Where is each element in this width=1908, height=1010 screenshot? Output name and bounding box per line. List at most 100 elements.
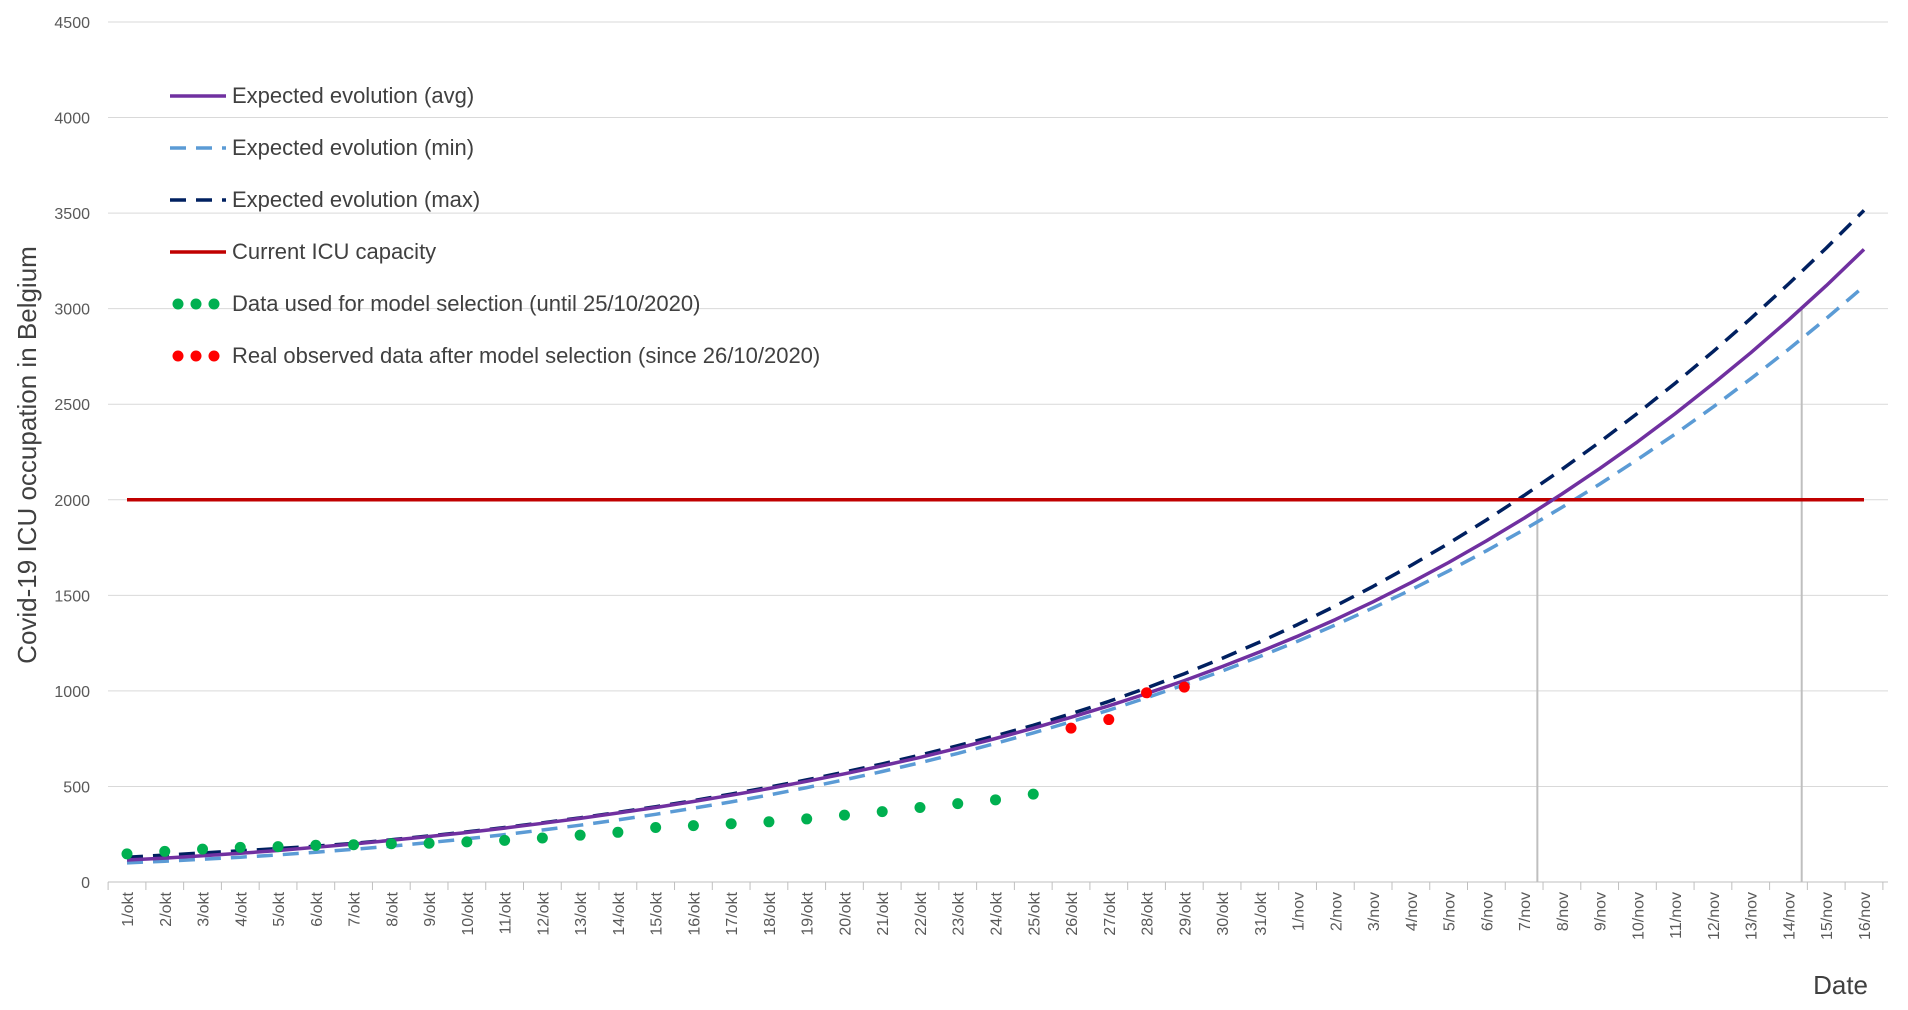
legend-swatch xyxy=(208,350,220,362)
data-point xyxy=(687,820,699,832)
y-tick-label: 2000 xyxy=(54,493,90,510)
x-tick-label: 7/nov xyxy=(1517,892,1534,931)
x-tick-label: 14/nov xyxy=(1781,892,1798,940)
x-tick-label: 14/okt xyxy=(611,891,628,935)
legend-label: Data used for model selection (until 25/… xyxy=(232,291,700,316)
data-point xyxy=(1065,722,1077,734)
data-point xyxy=(612,826,624,838)
legend-swatch xyxy=(208,298,220,310)
data-point xyxy=(1178,681,1190,693)
data-point xyxy=(197,843,209,855)
data-point xyxy=(272,841,284,853)
legend: Expected evolution (avg) Expected evoluti… xyxy=(170,83,820,368)
legend-swatch xyxy=(190,298,202,310)
data-point xyxy=(348,839,360,851)
x-tick-label: 2/nov xyxy=(1328,892,1345,931)
y-tick-label: 1000 xyxy=(54,684,90,701)
series-line xyxy=(126,248,1866,862)
x-tick-label: 30/okt xyxy=(1215,891,1232,935)
x-tick-label: 16/okt xyxy=(686,891,703,935)
data-point xyxy=(876,806,888,818)
x-tick-label: 23/okt xyxy=(951,891,968,935)
x-tick-label: 11/nov xyxy=(1668,892,1685,939)
x-tick-label: 27/okt xyxy=(1102,891,1119,935)
data-point xyxy=(574,829,586,841)
y-tick-label: 4500 xyxy=(54,15,90,32)
x-tick-label: 19/okt xyxy=(800,891,817,935)
x-tick-label: 16/nov xyxy=(1857,892,1874,940)
data-point xyxy=(838,809,850,821)
data-point xyxy=(159,845,171,857)
x-tick-label: 2/okt xyxy=(158,891,175,926)
data-point xyxy=(650,822,662,834)
data-point xyxy=(121,848,133,860)
x-tick-label: 18/okt xyxy=(762,891,779,935)
data-point xyxy=(1141,687,1153,699)
legend-swatch xyxy=(190,350,202,362)
x-tick-label: 20/okt xyxy=(837,891,854,935)
legend-label: Expected evolution (avg) xyxy=(232,83,474,108)
series-group xyxy=(121,209,1866,865)
x-tick-label: 5/okt xyxy=(271,891,288,926)
x-tick-label: 25/okt xyxy=(1026,891,1043,935)
x-tick-label: 24/okt xyxy=(989,891,1006,935)
data-point xyxy=(423,837,435,849)
y-tick-labels: 0 500 1000 1500 2000 2500 3000 3500 4000 4500 xyxy=(54,15,90,892)
y-tick-label: 500 xyxy=(63,779,90,796)
x-tick-label: 1/nov xyxy=(1291,892,1308,931)
x-tick-label: 17/okt xyxy=(724,891,741,935)
y-tick-label: 2500 xyxy=(54,397,90,414)
data-point xyxy=(990,794,1001,806)
data-point xyxy=(914,801,926,813)
legend-label: Expected evolution (min) xyxy=(232,135,474,160)
data-point xyxy=(536,832,548,844)
data-point xyxy=(234,841,246,853)
x-tick-label: 7/okt xyxy=(347,891,364,926)
data-point xyxy=(725,818,737,830)
y-tick-label: 1500 xyxy=(54,588,90,605)
x-tick-label: 28/okt xyxy=(1140,891,1157,935)
x-tick-label: 3/okt xyxy=(196,891,213,926)
legend-label: Expected evolution (max) xyxy=(232,187,480,212)
data-point xyxy=(952,798,964,810)
x-tick-label: 21/okt xyxy=(875,891,892,935)
x-tick-label: 31/okt xyxy=(1253,891,1270,935)
x-tick-label: 13/okt xyxy=(573,891,590,935)
x-tick-label: 4/okt xyxy=(233,891,250,926)
data-point xyxy=(763,816,775,828)
data-point xyxy=(310,839,322,851)
x-tick-label: 10/okt xyxy=(460,891,477,935)
data-point xyxy=(385,838,397,850)
y-tick-label: 3500 xyxy=(54,206,90,223)
x-tick-label: 15/okt xyxy=(649,891,666,935)
x-axis-title: Date xyxy=(1813,970,1868,1000)
data-point xyxy=(499,834,511,846)
y-axis-title: Covid-19 ICU occupation in Belgium xyxy=(12,246,42,664)
x-tick-label: 22/okt xyxy=(913,891,930,935)
y-tick-label: 4000 xyxy=(54,111,90,128)
y-tick-label: 3000 xyxy=(54,302,90,319)
x-tick-label: 9/nov xyxy=(1593,892,1610,931)
y-tick-label: 0 xyxy=(81,875,90,892)
x-tick-label: 3/nov xyxy=(1366,892,1383,931)
legend-swatch xyxy=(172,350,184,362)
x-tick-label: 10/nov xyxy=(1630,892,1647,940)
x-tick-label: 15/nov xyxy=(1819,892,1836,940)
x-tick-label: 11/okt xyxy=(498,891,515,934)
x-tick-label: 29/okt xyxy=(1177,891,1194,935)
legend-swatch xyxy=(172,298,184,310)
data-point xyxy=(1027,788,1039,800)
legend-label: Real observed data after model selection… xyxy=(232,343,820,368)
x-tick-label: 9/okt xyxy=(422,891,439,926)
data-point xyxy=(801,813,813,825)
x-tick-label: 6/okt xyxy=(309,891,326,926)
x-tick-label: 4/nov xyxy=(1404,892,1421,931)
x-tick-label: 8/okt xyxy=(384,891,401,926)
x-tick-label: 5/nov xyxy=(1442,892,1459,931)
x-tick-label: 6/nov xyxy=(1479,892,1496,931)
legend-label: Current ICU capacity xyxy=(232,239,436,264)
x-tick-label: 13/nov xyxy=(1744,892,1761,940)
x-tick-label: 8/nov xyxy=(1555,892,1572,931)
data-point xyxy=(1103,714,1115,726)
